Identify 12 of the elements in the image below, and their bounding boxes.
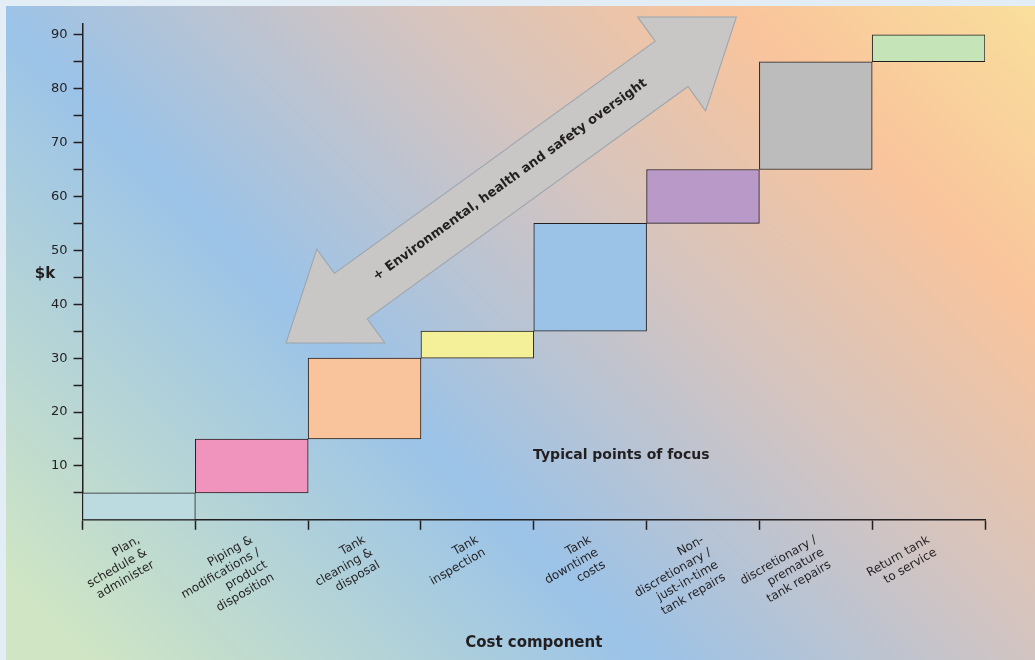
annotation: Typical points of focus: [533, 446, 710, 463]
y-tick-label: 60: [51, 187, 68, 203]
y-tick-label: 70: [51, 133, 68, 149]
y-tick-label: 90: [51, 26, 68, 42]
y-tick-label: 80: [51, 80, 68, 96]
y-tick-label: 10: [51, 457, 68, 473]
x-axis-title: Cost component: [465, 632, 603, 651]
y-axis-title: $k: [34, 263, 57, 282]
y-tick-label: 40: [51, 295, 68, 311]
y-tick-label: 50: [51, 241, 68, 257]
y-tick-label: 20: [51, 403, 68, 419]
y-tick-label: 30: [51, 349, 68, 365]
